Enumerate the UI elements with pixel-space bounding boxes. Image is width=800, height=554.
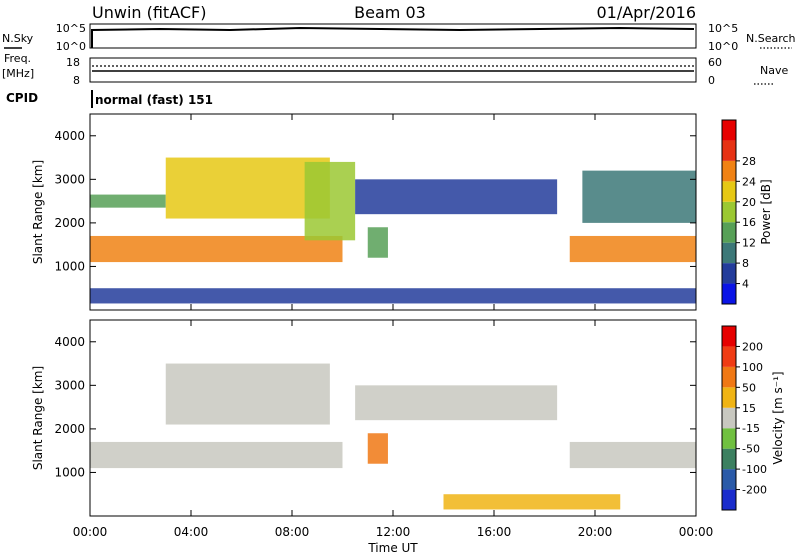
- nsky-tick-bottom: 10^0: [56, 40, 86, 53]
- power-colorbar-swatch-4: [722, 201, 736, 223]
- nsearch-label: N.Search: [746, 32, 796, 45]
- power-region-6: [569, 235, 696, 263]
- cpid-value: normal (fast) 151: [95, 93, 213, 107]
- velocity-colorbar-tick-4: -15: [742, 422, 760, 435]
- velocity-region-2: [355, 385, 558, 421]
- power-colorbar-swatch-6: [722, 160, 736, 182]
- power-colorbar-tick-5: 24: [742, 175, 756, 188]
- freq-panel: Freq. [MHz] 18 8 60 0 Nave: [2, 52, 788, 87]
- power-ytick-3: 4000: [54, 129, 85, 143]
- velocity-colorbar-tick-3: 15: [742, 402, 756, 415]
- power-colorbar-swatch-5: [722, 181, 736, 202]
- xtick-1: 04:00: [174, 525, 209, 539]
- velocity-colorbar-tick-0: 200: [742, 340, 763, 353]
- cpid-label: CPID: [6, 91, 38, 105]
- nsky-label: N.Sky: [2, 32, 34, 45]
- nsearch-tick-top: 10^5: [708, 22, 738, 35]
- velocity-region-1: [165, 363, 330, 425]
- velocity-colorbar-tick-6: -100: [742, 463, 767, 476]
- velocity-region-0: [90, 441, 343, 469]
- nave-label: Nave: [760, 64, 788, 77]
- power-colorbar-tick-0: 4: [742, 278, 749, 291]
- power-colorbar-tick-2: 12: [742, 237, 756, 250]
- xtick-5: 20:00: [578, 525, 613, 539]
- velocity-ylabel: Slant Range [km]: [31, 366, 45, 470]
- power-colorbar-label: Power [dB]: [759, 179, 773, 244]
- velocity-colorbar-tick-1: 100: [742, 361, 763, 374]
- velocity-ytick-1: 2000: [54, 422, 85, 436]
- xtick-4: 16:00: [477, 525, 512, 539]
- velocity-colorbar-tick-2: 50: [742, 381, 756, 394]
- power-colorbar-swatch-8: [722, 120, 736, 141]
- power-colorbar-swatch-7: [722, 140, 736, 161]
- beam-title: Beam 03: [354, 3, 426, 22]
- power-colorbar-tick-3: 16: [742, 216, 756, 229]
- power-region-2: [165, 157, 330, 219]
- power-region-7: [582, 170, 696, 223]
- velocity-region-4: [569, 441, 696, 469]
- velocity-colorbar-swatch-0: [722, 489, 736, 510]
- nsky-tick-top: 10^5: [56, 22, 86, 35]
- xtick-3: 12:00: [376, 525, 411, 539]
- velocity-ytick-2: 3000: [54, 378, 85, 392]
- velocity-colorbar-swatch-3: [722, 428, 736, 449]
- velocity-colorbar-swatch-7: [722, 346, 736, 367]
- nsky-trace: [91, 26, 695, 48]
- freq-unit: [MHz]: [2, 67, 34, 80]
- power-colorbar-swatch-0: [722, 283, 736, 304]
- velocity-colorbar-swatch-8: [722, 326, 736, 347]
- power-colorbar-swatch-3: [722, 222, 736, 243]
- power-ytick-0: 1000: [54, 259, 85, 273]
- xtick-6: 00:00: [679, 525, 714, 539]
- velocity-region-3: [367, 433, 388, 464]
- nave-tick-top: 60: [708, 56, 722, 69]
- velocity-colorbar-tick-7: -200: [742, 484, 767, 497]
- velocity-colorbar-swatch-6: [722, 366, 736, 388]
- nsky-panel: N.Sky 10^5 10^0 10^5 10^0 N.Search: [2, 22, 796, 53]
- power-region-5: [367, 227, 388, 258]
- power-colorbar-tick-6: 28: [742, 155, 756, 168]
- velocity-chart: 1000 2000 3000 4000 Slant Range [km] 200 100…: [31, 319, 785, 517]
- power-region-0: [90, 235, 343, 263]
- velocity-region-5: [443, 494, 621, 510]
- power-colorbar-swatch-1: [722, 263, 736, 284]
- power-region-4: [355, 179, 558, 215]
- velocity-colorbar-swatch-2: [722, 448, 736, 470]
- nsearch-tick-bottom: 10^0: [708, 40, 738, 53]
- station-title: Unwin (fitACF): [92, 3, 206, 22]
- velocity-colorbar-tick-5: -50: [742, 443, 760, 456]
- velocity-ytick-3: 4000: [54, 335, 85, 349]
- power-colorbar-swatch-2: [722, 242, 736, 264]
- velocity-ytick-0: 1000: [54, 465, 85, 479]
- xtick-0: 00:00: [73, 525, 108, 539]
- velocity-colorbar-swatch-4: [722, 407, 736, 429]
- power-ylabel: Slant Range [km]: [31, 160, 45, 264]
- freq-tick-bottom: 8: [73, 74, 80, 87]
- velocity-colorbar-swatch-5: [722, 387, 736, 408]
- xtick-2: 08:00: [275, 525, 310, 539]
- power-region-1: [90, 194, 166, 208]
- power-colorbar-tick-1: 8: [742, 257, 749, 270]
- power-region-8: [90, 288, 696, 304]
- freq-label: Freq.: [4, 52, 31, 65]
- power-ytick-2: 3000: [54, 172, 85, 186]
- nave-tick-bottom: 0: [708, 74, 715, 87]
- xlabel: Time UT: [367, 541, 418, 554]
- power-region-3: [304, 161, 356, 241]
- power-chart: 1000 2000 3000 4000 Slant Range [km] 4 8 12 16…: [31, 113, 773, 311]
- power-colorbar-tick-4: 20: [742, 196, 756, 209]
- power-ytick-1: 2000: [54, 216, 85, 230]
- velocity-colorbar-label: Velocity [m s⁻¹]: [771, 371, 785, 464]
- date-title: 01/Apr/2016: [596, 3, 696, 22]
- freq-tick-top: 18: [66, 56, 80, 69]
- cpid-panel: CPID normal (fast) 151: [6, 90, 213, 108]
- velocity-colorbar-swatch-1: [722, 469, 736, 490]
- time-axis: 00:00 04:00 08:00 12:00 16:00 20:00 00:00: [73, 525, 714, 539]
